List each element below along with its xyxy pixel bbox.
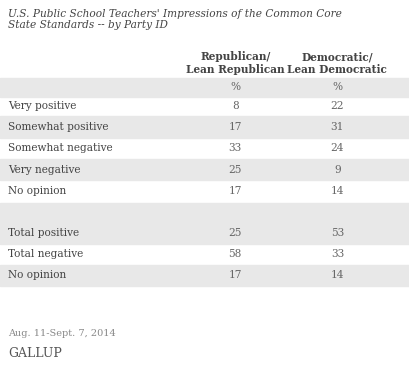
Text: 14: 14 bbox=[330, 186, 344, 196]
Text: Somewhat negative: Somewhat negative bbox=[8, 143, 113, 153]
Text: No opinion: No opinion bbox=[8, 270, 66, 280]
Text: 22: 22 bbox=[330, 101, 344, 111]
Text: 33: 33 bbox=[229, 143, 242, 153]
Text: 14: 14 bbox=[330, 270, 344, 280]
Text: Democratic/: Democratic/ bbox=[301, 51, 373, 62]
Text: 33: 33 bbox=[331, 249, 344, 259]
Text: 17: 17 bbox=[228, 270, 242, 280]
Bar bbox=[0, 116, 409, 138]
Bar bbox=[0, 222, 409, 244]
Text: State Standards -- by Party ID: State Standards -- by Party ID bbox=[8, 20, 168, 30]
Text: 58: 58 bbox=[229, 249, 242, 259]
Text: Very positive: Very positive bbox=[8, 101, 76, 111]
Text: Republican/: Republican/ bbox=[200, 51, 270, 62]
Text: %: % bbox=[230, 82, 240, 92]
Text: 25: 25 bbox=[229, 164, 242, 175]
Text: Lean Democratic: Lean Democratic bbox=[288, 64, 387, 75]
Text: 17: 17 bbox=[228, 122, 242, 132]
Bar bbox=[0, 265, 409, 286]
Text: U.S. Public School Teachers' Impressions of the Common Core: U.S. Public School Teachers' Impressions… bbox=[8, 9, 342, 19]
Bar bbox=[0, 78, 409, 97]
Text: GALLUP: GALLUP bbox=[8, 346, 62, 360]
Text: Aug. 11-Sept. 7, 2014: Aug. 11-Sept. 7, 2014 bbox=[8, 329, 116, 338]
Text: 17: 17 bbox=[228, 186, 242, 196]
Text: 53: 53 bbox=[331, 228, 344, 238]
Text: 9: 9 bbox=[334, 164, 341, 175]
Bar bbox=[0, 159, 409, 180]
Text: Total positive: Total positive bbox=[8, 228, 79, 238]
Text: %: % bbox=[333, 82, 342, 92]
Text: Somewhat positive: Somewhat positive bbox=[8, 122, 109, 132]
Text: 8: 8 bbox=[232, 101, 238, 111]
Text: No opinion: No opinion bbox=[8, 186, 66, 196]
Text: 31: 31 bbox=[331, 122, 344, 132]
Text: 24: 24 bbox=[330, 143, 344, 153]
Bar bbox=[0, 203, 409, 221]
Text: Total negative: Total negative bbox=[8, 249, 83, 259]
Text: Lean Republican: Lean Republican bbox=[186, 64, 285, 75]
Text: Very negative: Very negative bbox=[8, 164, 81, 175]
Text: 25: 25 bbox=[229, 228, 242, 238]
